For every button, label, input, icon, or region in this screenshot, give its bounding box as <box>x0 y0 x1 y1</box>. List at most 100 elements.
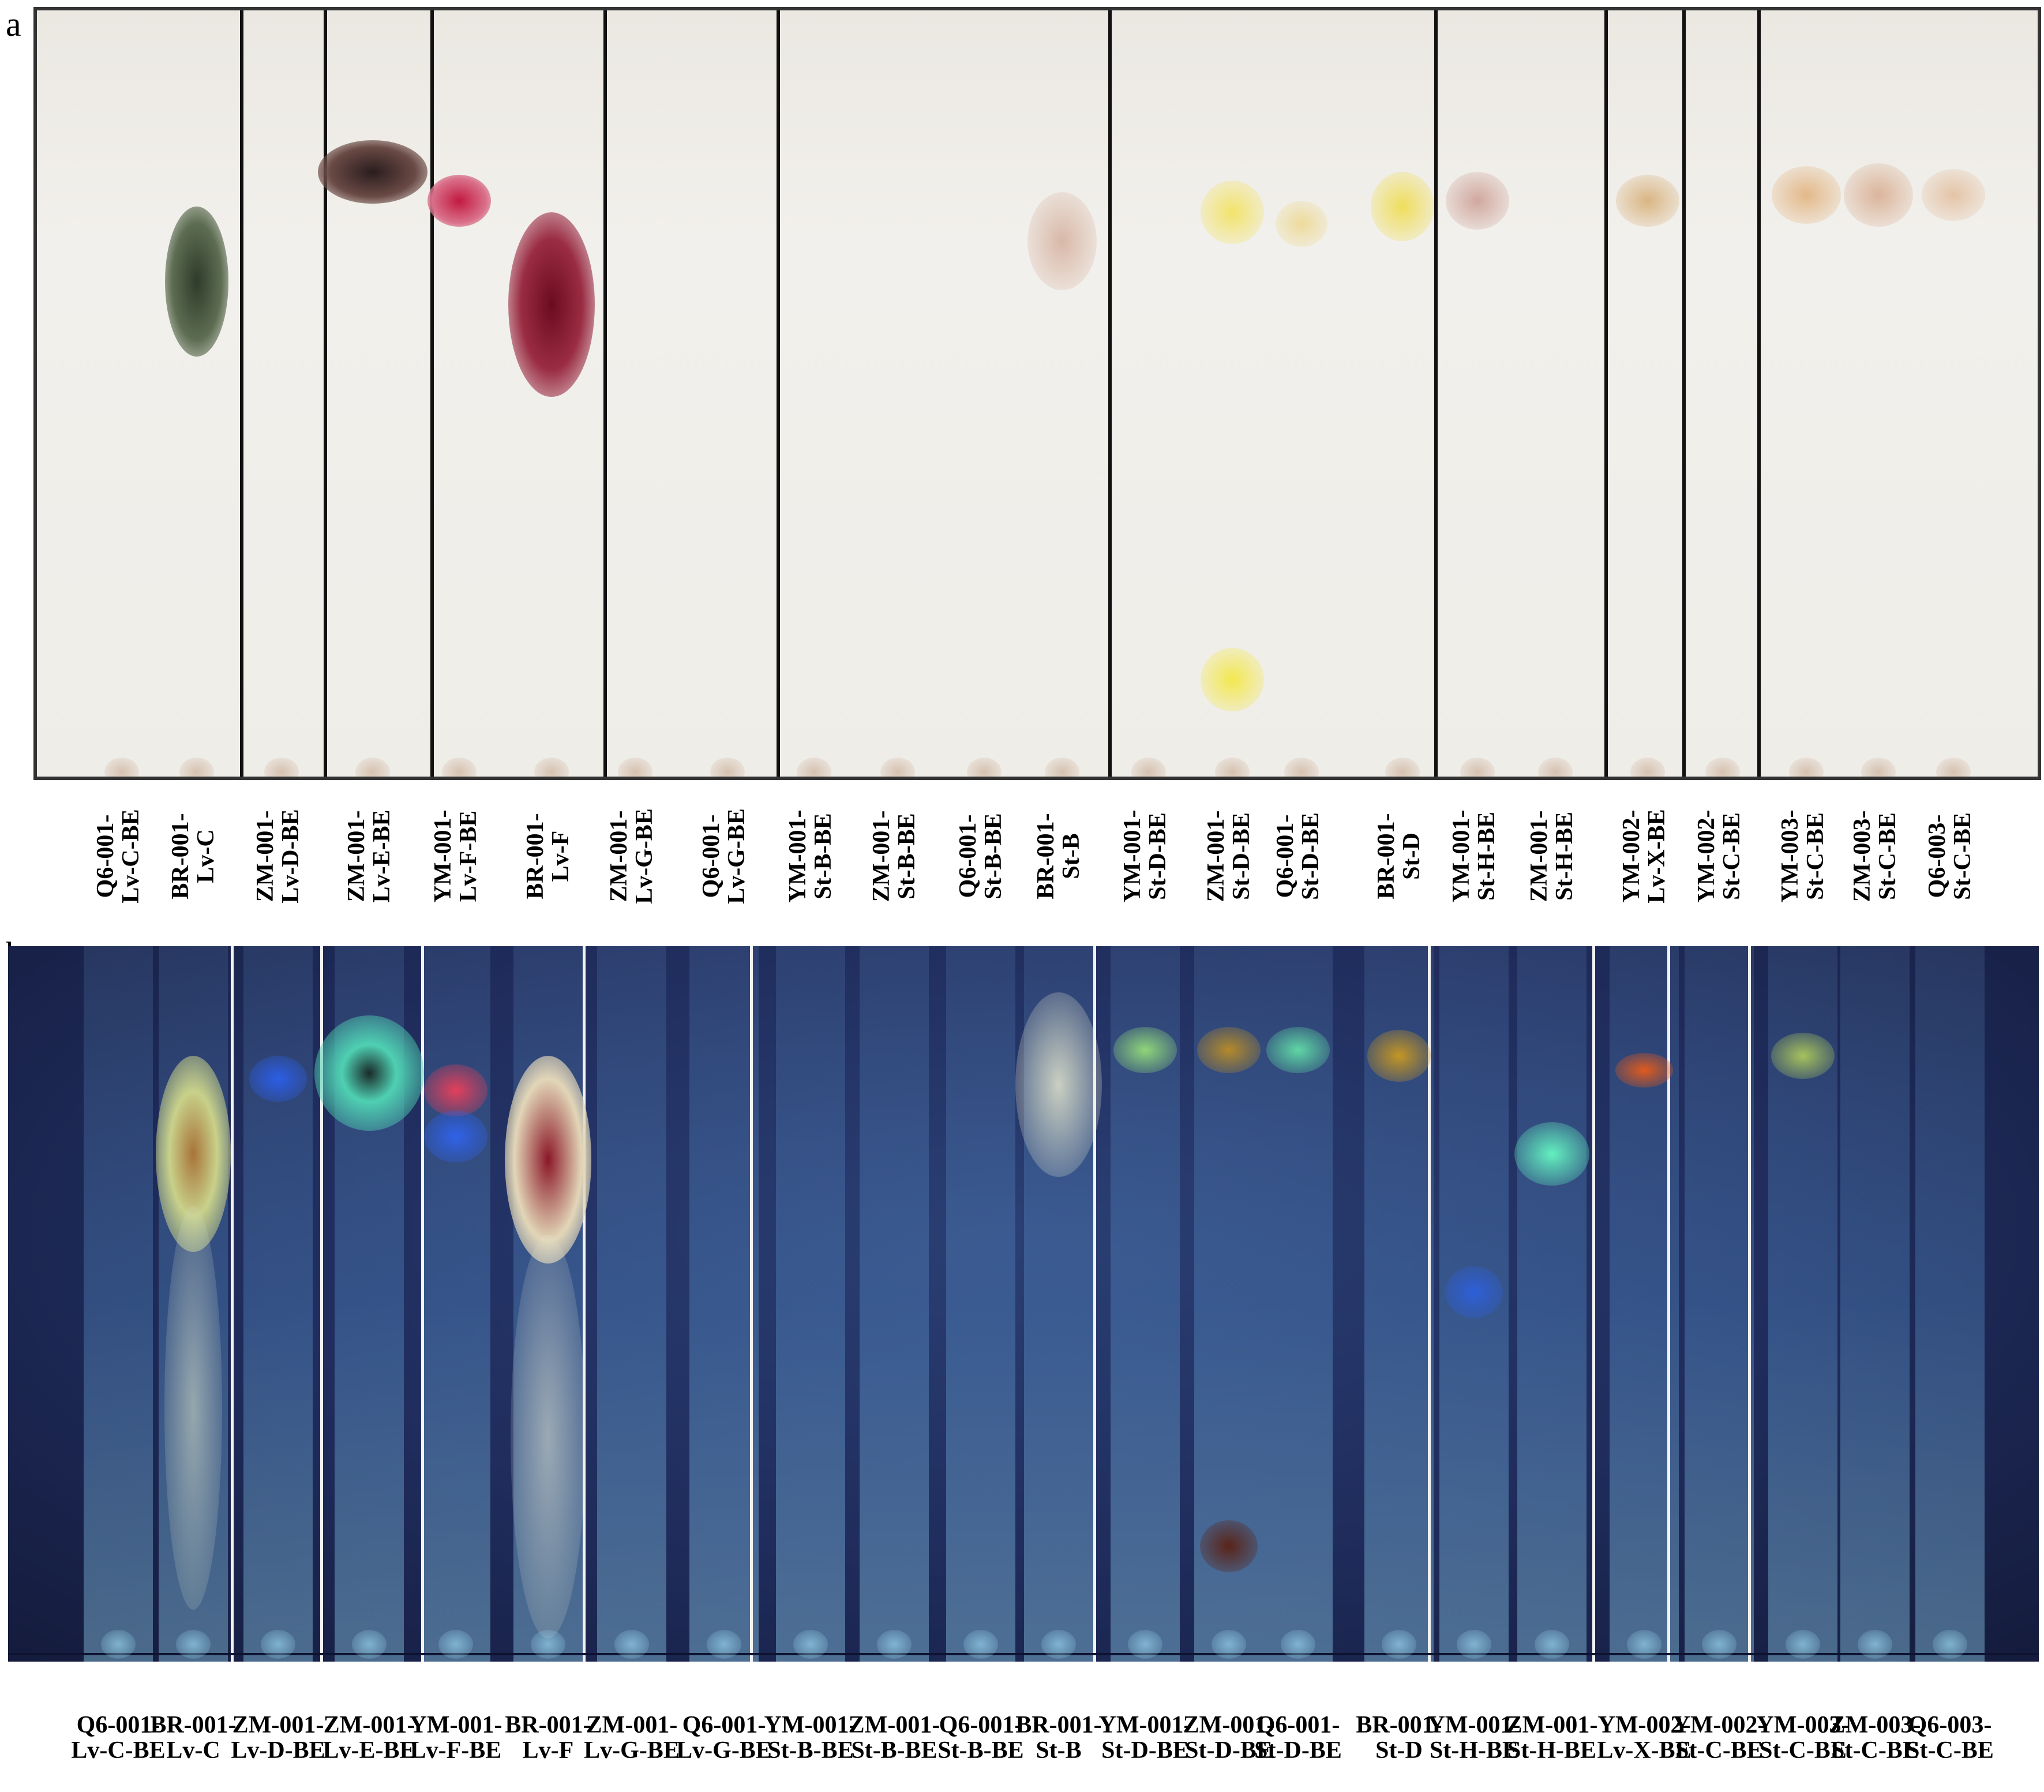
origin-spot <box>1041 1630 1076 1659</box>
lane-label: BR-001- Lv-F <box>522 813 574 899</box>
lane-label: YM-001- St-B-BE <box>785 809 837 903</box>
lane-divider <box>1428 946 1431 1662</box>
fluorescent-spot <box>314 1015 424 1131</box>
lane-fluorescence <box>1840 946 1910 1662</box>
fluorescent-spot <box>511 1235 586 1639</box>
lane-label: YM-001- Lv-F-BE <box>430 809 482 903</box>
lane-label: ZM-001- Lv-G-BE <box>584 1712 680 1764</box>
origin-spot <box>438 1630 473 1659</box>
fluorescent-spot <box>164 1206 222 1610</box>
lane-label: ZM-001- St-D-BE <box>1183 1712 1275 1764</box>
fluorescent-spot <box>1615 1053 1673 1088</box>
origin-spot <box>1212 1630 1246 1659</box>
lane-divider <box>1434 10 1438 777</box>
origin-spot <box>1933 1630 1967 1659</box>
lane-label: ZM-001- Lv-D-BE <box>231 1712 325 1764</box>
tlc-spot <box>1201 648 1264 711</box>
tlc-plate-uv <box>8 946 2039 1662</box>
lane-label: YM-001- St-D-BE <box>1098 1712 1192 1764</box>
origin-spot <box>967 758 1002 777</box>
lane-divider <box>430 10 434 777</box>
origin-spot <box>1936 758 1971 777</box>
origin-spot <box>442 758 477 777</box>
origin-spot <box>1284 758 1319 777</box>
lane-divider <box>1093 946 1096 1662</box>
lane-label: ZM-001- Lv-G-BE <box>606 808 658 904</box>
tlc-plate-visible-light <box>33 7 2041 780</box>
lane-label: YM-003- St-C-BE <box>1777 809 1829 903</box>
lane-label: ZM-001- St-B-BE <box>848 1712 940 1764</box>
lane-label: ZM-001- St-D-BE <box>1203 810 1255 902</box>
lane-label: YM-001- St-D-BE <box>1119 809 1171 903</box>
tlc-spot <box>1276 201 1327 247</box>
tlc-spot <box>1772 166 1841 224</box>
lane-label: YM-002- Lv-X-BE <box>1597 1712 1692 1764</box>
origin-spot <box>1382 1630 1416 1659</box>
lane-label: ZM-003- St-C-BE <box>1849 810 1901 902</box>
lane-label: Q6-003- St-C-BE <box>1906 1712 1994 1764</box>
fluorescent-spot <box>505 1056 591 1264</box>
origin-spot <box>1789 758 1824 777</box>
origin-spot <box>1627 1630 1662 1659</box>
lane-label: BR-001- Lv-C <box>150 1712 237 1764</box>
fluorescent-spot <box>1514 1122 1589 1186</box>
origin-spot <box>614 1630 649 1659</box>
lane-label: Q6-001- St-B-BE <box>937 1712 1024 1764</box>
origin-spot <box>1630 758 1665 777</box>
lane-label: YM-001- St-H-BE <box>1448 809 1500 903</box>
lane-divider <box>240 10 243 777</box>
lane-label: BR-001- St-B <box>1015 1712 1102 1764</box>
origin-spot <box>534 758 569 777</box>
lane-label: ZM-003- St-C-BE <box>1829 1712 1921 1764</box>
fluorescent-spot <box>1200 1520 1258 1572</box>
tlc-spot <box>318 140 427 204</box>
origin-spot <box>797 758 831 777</box>
origin-spot <box>1128 1630 1162 1659</box>
lane-divider <box>1667 946 1670 1662</box>
fluorescent-spot <box>424 1064 487 1116</box>
tlc-spot <box>1027 192 1097 290</box>
origin-spot <box>1460 758 1495 777</box>
lane-fluorescence <box>860 946 929 1662</box>
origin-spot <box>1702 1630 1737 1659</box>
lane-label: BR-001- St-B <box>1033 813 1085 899</box>
lane-label: ZM-001- Lv-D-BE <box>252 809 304 904</box>
lane-divider <box>1682 10 1686 777</box>
origin-spot <box>101 1630 136 1659</box>
lane-fluorescence <box>776 946 845 1662</box>
lane-divider <box>1757 10 1761 777</box>
origin-spot <box>963 1630 998 1659</box>
lane-label: YM-003- St-C-BE <box>1756 1712 1850 1764</box>
tlc-spot <box>1446 172 1509 230</box>
lane-label: ZM-001- Lv-E-BE <box>343 809 395 903</box>
lane-label: Q6-003- St-C-BE <box>1924 812 1976 900</box>
fluorescent-spot <box>1015 992 1102 1177</box>
origin-spot <box>179 758 214 777</box>
lane-fluorescence <box>597 946 666 1662</box>
tlc-spot <box>1844 163 1913 227</box>
fluorescent-spot <box>1113 1027 1177 1073</box>
lane-divider <box>603 10 607 777</box>
origin-spot <box>264 758 299 777</box>
origin-spot <box>1858 1630 1892 1659</box>
tlc-spot <box>427 175 491 227</box>
lane-label: Q6-001- Lv-G-BE <box>698 808 750 904</box>
tlc-spot <box>508 212 595 397</box>
lane-label: BR-001- Lv-C <box>167 813 219 899</box>
fluorescent-spot <box>1266 1027 1330 1073</box>
solvent-baseline <box>8 1653 2039 1655</box>
origin-spot <box>531 1630 565 1659</box>
origin-spot <box>1535 1630 1569 1659</box>
origin-spot <box>1215 758 1250 777</box>
tlc-spot <box>1616 175 1679 227</box>
origin-spot <box>1281 1630 1315 1659</box>
origin-spot <box>1457 1630 1491 1659</box>
lane-label: YM-001- St-H-BE <box>1427 1712 1521 1764</box>
origin-spot <box>618 758 652 777</box>
origin-spot <box>1861 758 1896 777</box>
origin-spot <box>877 1630 912 1659</box>
lane-divider <box>320 946 323 1662</box>
tlc-spot <box>165 207 228 357</box>
lane-label: Q6-001- St-D-BE <box>1254 1712 1342 1764</box>
tlc-spot <box>1371 172 1434 241</box>
